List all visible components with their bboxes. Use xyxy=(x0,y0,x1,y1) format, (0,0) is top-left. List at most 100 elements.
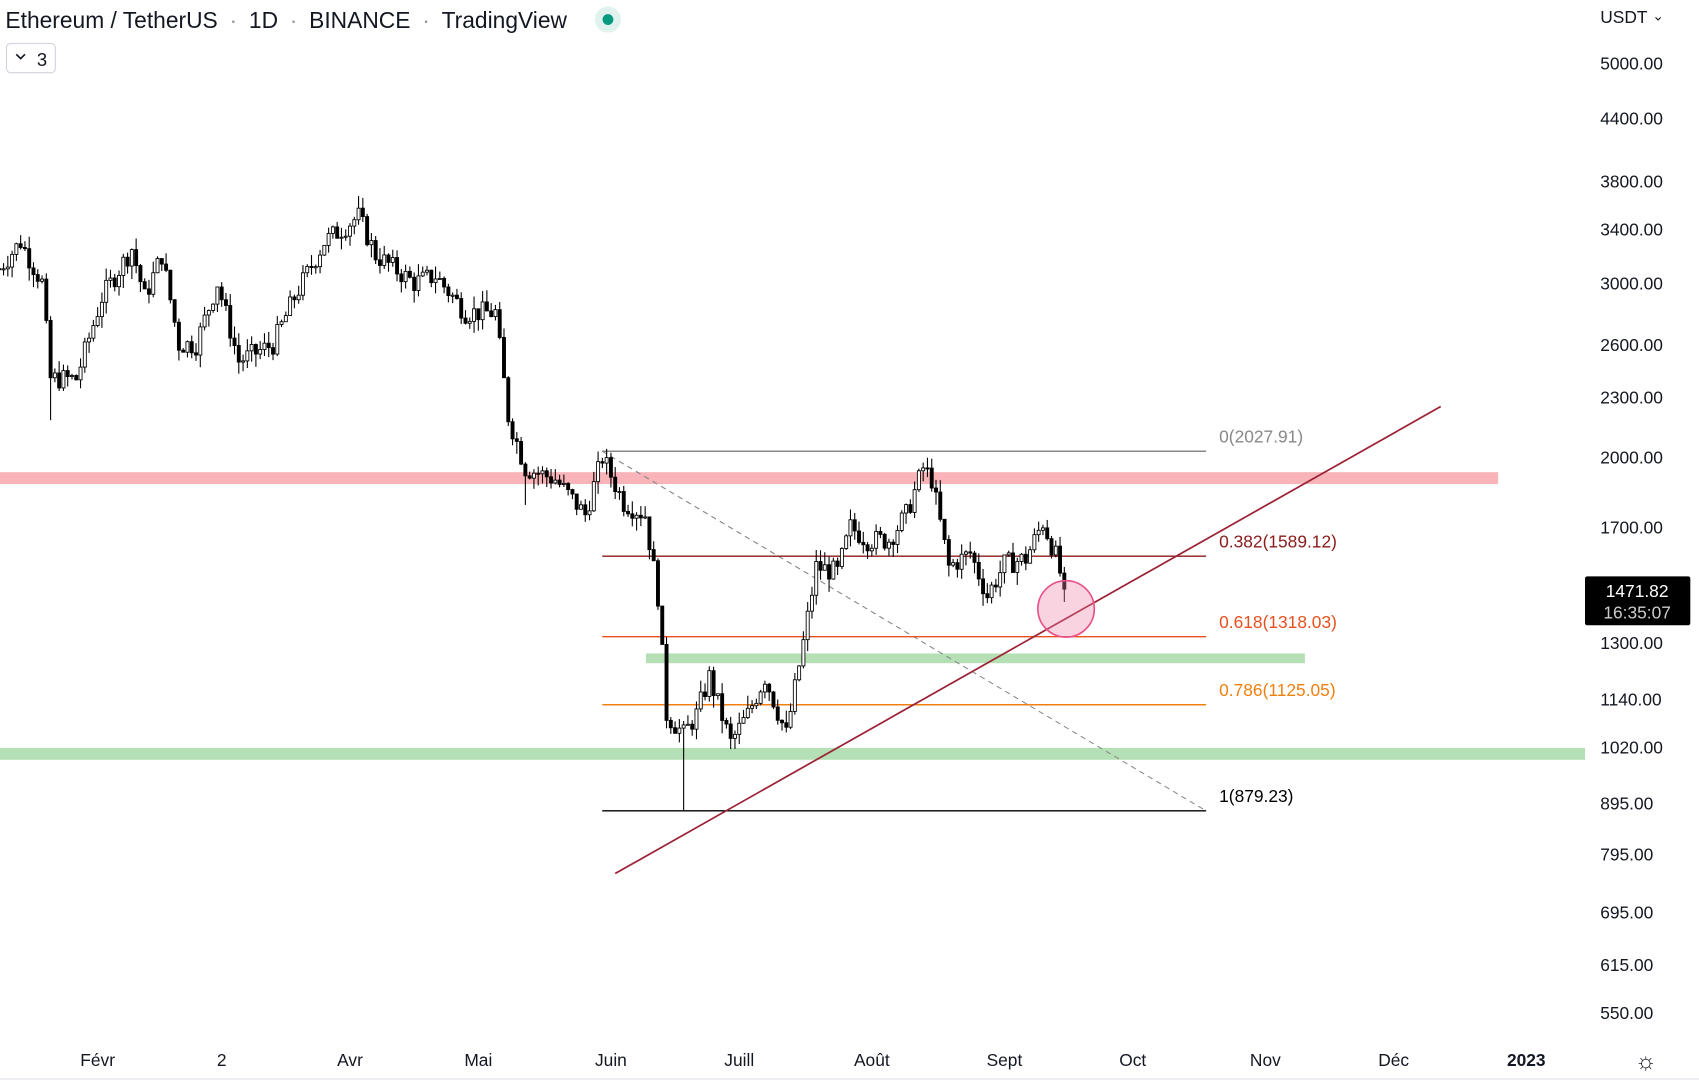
candle[interactable] xyxy=(527,471,532,480)
candle[interactable] xyxy=(5,255,10,277)
candle[interactable] xyxy=(176,318,181,361)
candle[interactable] xyxy=(211,303,216,313)
candle[interactable] xyxy=(125,252,130,274)
candle[interactable] xyxy=(583,499,588,522)
candle[interactable] xyxy=(715,693,720,700)
candle[interactable] xyxy=(343,229,348,241)
candle[interactable] xyxy=(502,328,506,379)
candle[interactable] xyxy=(1058,536,1062,577)
candle[interactable] xyxy=(827,556,832,592)
candle[interactable] xyxy=(305,264,310,278)
support-zone[interactable] xyxy=(645,653,1305,664)
candle[interactable] xyxy=(835,557,840,576)
candle[interactable] xyxy=(703,683,707,701)
candle[interactable] xyxy=(326,227,331,253)
candle[interactable] xyxy=(288,290,293,316)
candle[interactable] xyxy=(985,583,990,604)
candle[interactable] xyxy=(1028,546,1033,564)
candle[interactable] xyxy=(510,418,515,446)
candle[interactable] xyxy=(296,285,301,304)
candle[interactable] xyxy=(617,487,622,500)
candle[interactable] xyxy=(737,712,742,745)
candle[interactable] xyxy=(557,474,562,488)
candle[interactable] xyxy=(87,332,92,353)
candle[interactable] xyxy=(852,512,857,540)
candle[interactable] xyxy=(352,216,357,235)
candle[interactable] xyxy=(412,272,417,303)
candle[interactable] xyxy=(690,720,695,736)
candle[interactable] xyxy=(228,294,233,347)
candle[interactable] xyxy=(117,270,121,296)
candle[interactable] xyxy=(425,265,429,276)
candle[interactable] xyxy=(22,241,27,251)
candle[interactable] xyxy=(386,253,391,272)
candle[interactable] xyxy=(377,248,382,274)
candle[interactable] xyxy=(750,700,755,714)
candle[interactable] xyxy=(224,292,228,311)
candle[interactable] xyxy=(514,432,519,454)
candle[interactable] xyxy=(613,467,618,500)
candle[interactable] xyxy=(129,248,134,280)
candle[interactable] xyxy=(878,526,883,539)
candle[interactable] xyxy=(373,236,378,264)
candle[interactable] xyxy=(968,541,973,559)
candle[interactable] xyxy=(745,695,750,720)
candle[interactable] xyxy=(232,326,237,355)
candle[interactable] xyxy=(591,471,596,512)
candle[interactable] xyxy=(82,337,87,373)
candle[interactable] xyxy=(360,197,365,222)
candle[interactable] xyxy=(44,273,49,324)
candle[interactable] xyxy=(95,307,100,328)
candle[interactable] xyxy=(707,666,712,702)
candle[interactable] xyxy=(886,538,891,556)
candle[interactable] xyxy=(262,333,267,357)
candle[interactable] xyxy=(446,283,451,303)
candle[interactable] xyxy=(775,699,780,725)
currency-selector[interactable]: USDT ⌄ xyxy=(1600,7,1664,27)
candle[interactable] xyxy=(929,458,934,492)
candle[interactable] xyxy=(963,550,968,566)
candle[interactable] xyxy=(185,340,190,358)
candle[interactable] xyxy=(1036,521,1041,542)
candle[interactable] xyxy=(891,539,896,557)
candle[interactable] xyxy=(596,451,601,494)
candle[interactable] xyxy=(540,466,545,484)
candle[interactable] xyxy=(266,331,271,358)
candle[interactable] xyxy=(484,290,489,312)
candle[interactable] xyxy=(48,316,53,421)
candle[interactable] xyxy=(403,264,408,289)
candle[interactable] xyxy=(292,294,297,309)
candle[interactable] xyxy=(18,235,23,250)
candle[interactable] xyxy=(1032,528,1037,553)
candle[interactable] xyxy=(104,268,109,314)
candle[interactable] xyxy=(579,500,583,510)
candle[interactable] xyxy=(951,558,956,568)
candle[interactable] xyxy=(895,525,900,554)
candle[interactable] xyxy=(181,348,186,353)
candle[interactable] xyxy=(574,493,579,516)
candle[interactable] xyxy=(390,249,395,267)
candle[interactable] xyxy=(1,263,6,276)
candle[interactable] xyxy=(955,558,960,578)
candle[interactable] xyxy=(797,665,802,682)
candle[interactable] xyxy=(1049,535,1054,559)
candle[interactable] xyxy=(857,521,861,545)
candle[interactable] xyxy=(818,550,823,580)
candle[interactable] xyxy=(998,560,1003,597)
candle[interactable] xyxy=(882,532,887,551)
candle[interactable] xyxy=(369,233,374,258)
candle[interactable] xyxy=(660,605,665,645)
candle[interactable] xyxy=(454,288,459,300)
candle[interactable] xyxy=(348,223,352,246)
support-zone[interactable] xyxy=(0,747,1586,760)
candle[interactable] xyxy=(831,557,836,580)
candle[interactable] xyxy=(112,273,117,292)
candle[interactable] xyxy=(0,261,2,271)
candle[interactable] xyxy=(651,541,656,562)
candle[interactable] xyxy=(519,436,524,466)
candle[interactable] xyxy=(138,263,143,293)
candle[interactable] xyxy=(164,253,169,273)
candle[interactable] xyxy=(771,691,776,710)
candle[interactable] xyxy=(437,271,442,280)
candle[interactable] xyxy=(300,265,305,301)
